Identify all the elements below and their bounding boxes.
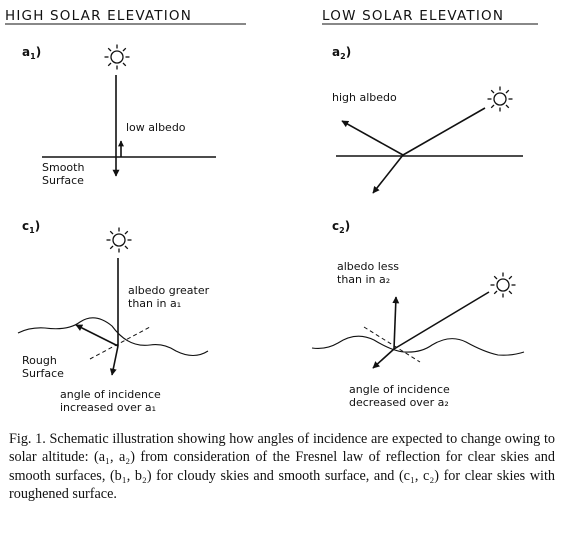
transmitted-ray-arrow <box>372 154 404 194</box>
high-albedo-label: high albedo <box>332 91 397 104</box>
sun-icon <box>486 85 514 113</box>
albedo-greater-label-line1: albedo greater <box>128 284 210 297</box>
c1-incidence-label-line2: increased over a₁ <box>60 401 156 414</box>
panel-c1-label: c1) <box>22 219 40 235</box>
rough-surface-line <box>311 335 525 356</box>
rough-surface-line <box>17 317 209 357</box>
panel-a1: a1) low albedo Smooth Surface <box>22 43 216 187</box>
albedo-schematic-diagram: HIGH SOLAR ELEVATION LOW SOLAR ELEVATION… <box>5 8 538 414</box>
albedo-less-label-line1: albedo less <box>337 260 399 273</box>
albedo-greater-label-line2: than in a₁ <box>128 297 181 310</box>
transmitted-ray-arrow <box>109 345 119 376</box>
panel-a2-label: a2) <box>332 45 351 61</box>
low-albedo-label: low albedo <box>126 121 186 134</box>
figure-caption: Fig. 1. Schematic illustration showing h… <box>9 431 555 503</box>
rough-surface-label-line2: Surface <box>22 367 64 380</box>
local-surface-tangent <box>363 326 421 363</box>
c2-incidence-label-line1: angle of incidence <box>349 383 450 396</box>
incident-ray <box>393 291 490 350</box>
incident-ray <box>402 107 486 156</box>
reflected-ray-arrow <box>75 324 119 347</box>
heading-high-solar-elevation: HIGH SOLAR ELEVATION <box>5 8 192 24</box>
smooth-surface-label-line1: Smooth <box>42 161 84 174</box>
sun-icon <box>105 226 133 254</box>
c1-incidence-label-line1: angle of incidence <box>60 388 161 401</box>
reflected-ray-arrow <box>341 120 404 156</box>
heading-low-solar-elevation: LOW SOLAR ELEVATION <box>322 8 504 24</box>
panel-c1: c1) albedo greater than in a₁ Rough Surf… <box>17 219 210 414</box>
smooth-surface-label-line2: Surface <box>42 174 84 187</box>
c2-incidence-label-line2: decreased over a₂ <box>349 396 449 409</box>
panel-a1-label: a1) <box>22 45 41 61</box>
reflected-ray-arrow <box>392 296 400 350</box>
sun-icon <box>103 43 131 71</box>
local-surface-tangent <box>89 326 151 360</box>
panel-a2: a2) high albedo <box>332 45 523 194</box>
transmitted-ray-arrow <box>372 348 395 369</box>
sun-icon <box>489 271 517 299</box>
albedo-less-label-line2: than in a₂ <box>337 273 390 286</box>
rough-surface-label-line1: Rough <box>22 354 57 367</box>
panel-c2-label: c2) <box>332 219 350 235</box>
panel-c2: c2) albedo less than in a₂ angle of inci… <box>311 219 525 409</box>
